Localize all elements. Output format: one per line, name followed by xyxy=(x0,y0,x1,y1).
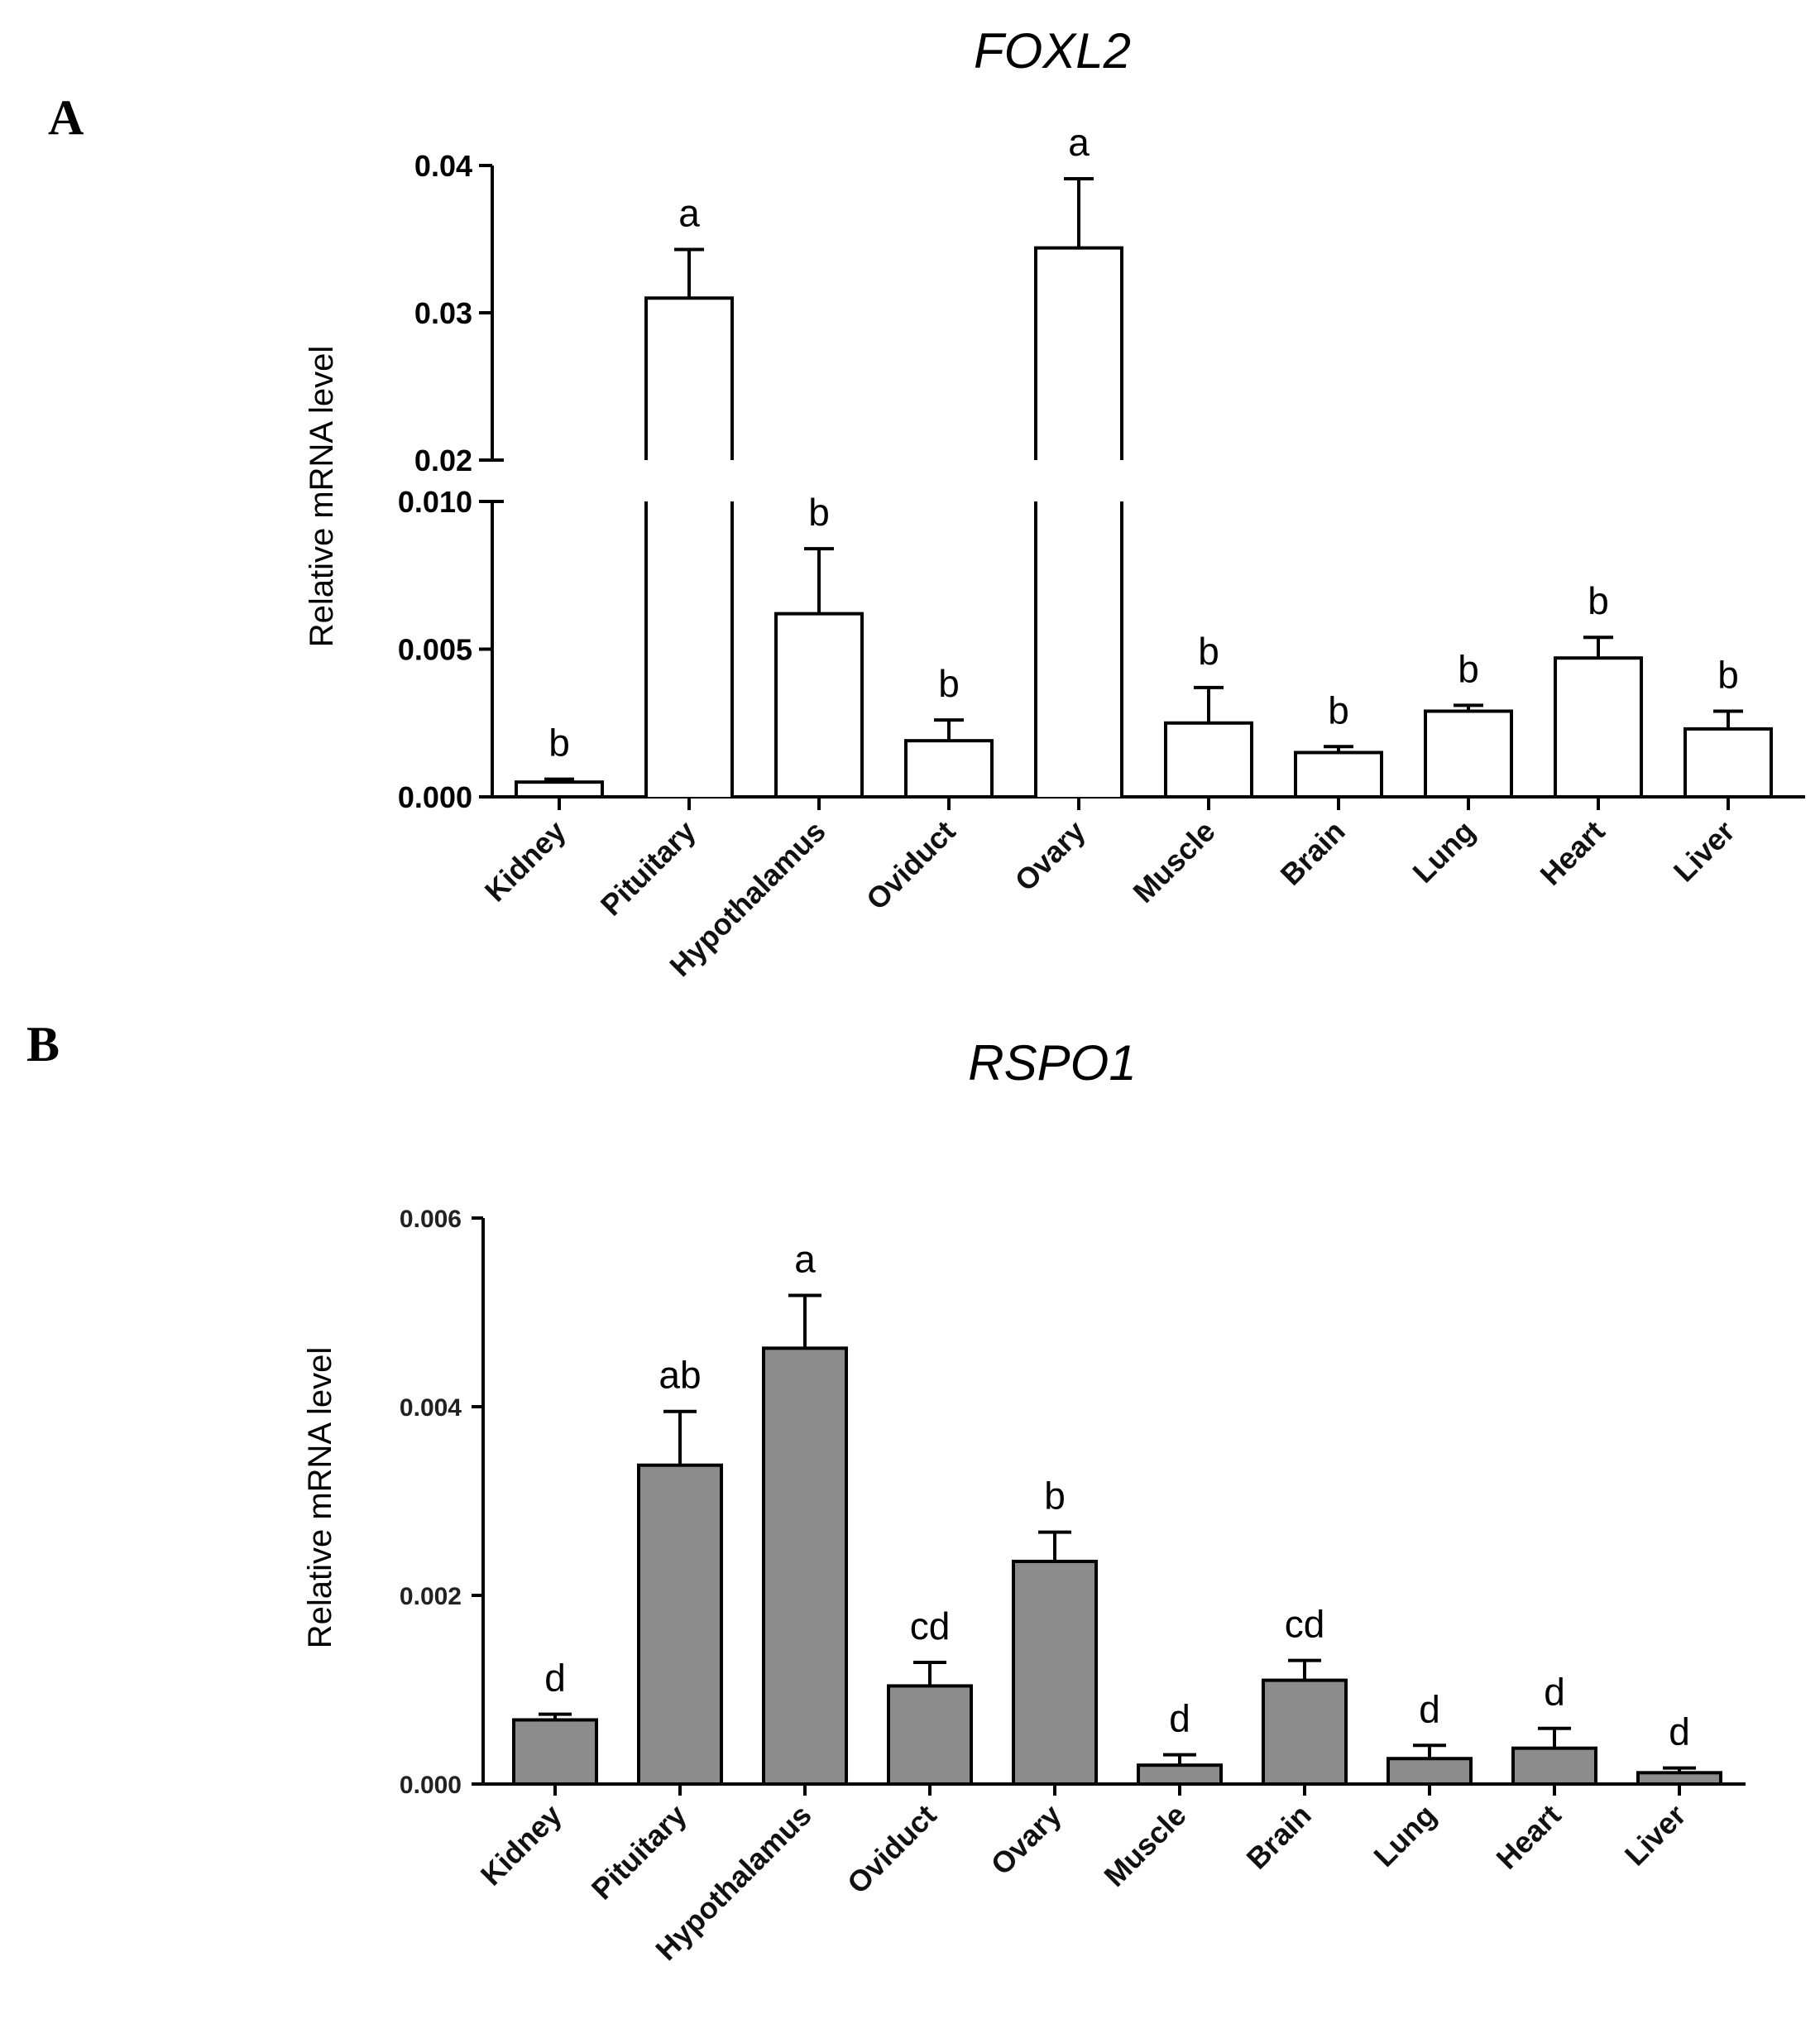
bar-fill xyxy=(646,298,732,797)
bar xyxy=(637,1463,723,1787)
significance-label: d xyxy=(1169,1697,1190,1740)
significance-label: d xyxy=(1544,1671,1565,1714)
x-tick-label: Heart xyxy=(1534,814,1612,892)
significance-label: ab xyxy=(659,1354,701,1397)
x-tick-label: Lung xyxy=(1406,814,1481,890)
y-tick-label: 0.002 xyxy=(400,1583,462,1610)
bar xyxy=(1511,1746,1597,1786)
x-tick-label: Pituitary xyxy=(585,1798,693,1906)
panel-b-title: RSPO1 xyxy=(968,1035,1136,1091)
significance-label: b xyxy=(1328,688,1349,731)
x-tick-label: Kidney xyxy=(478,814,572,909)
x-tick-label: Muscle xyxy=(1097,1798,1192,1893)
bar xyxy=(1012,1559,1098,1786)
bar-fill xyxy=(1036,247,1122,797)
panel-b-letter: B xyxy=(26,1017,60,1072)
x-tick-label: Liver xyxy=(1667,814,1741,889)
significance-label: b xyxy=(808,491,830,534)
x-tick-label: Brain xyxy=(1274,814,1352,892)
bar xyxy=(1554,656,1643,799)
significance-label: a xyxy=(794,1237,816,1280)
bar xyxy=(774,612,864,799)
x-tick-label: Lung xyxy=(1367,1798,1442,1873)
bar xyxy=(1424,709,1513,799)
x-tick-label: Ovary xyxy=(984,1798,1067,1882)
bar xyxy=(904,739,994,799)
x-tick-label: Heart xyxy=(1490,1798,1568,1876)
significance-label: a xyxy=(678,191,700,234)
panel-b-chart: 0.000 0.002 0.004 0.006 Relative mRNA level d… xyxy=(302,1206,1746,1967)
y-axis-title: Relative mRNA level xyxy=(302,1347,338,1649)
bar xyxy=(1387,1757,1473,1786)
significance-label: d xyxy=(544,1657,566,1700)
x-tick-label: Pituitary xyxy=(594,814,702,923)
y-tick-label: 0.000 xyxy=(398,780,472,814)
bar xyxy=(515,780,604,799)
panel-a-title: FOXL2 xyxy=(974,23,1131,79)
x-tick-label: Muscle xyxy=(1126,814,1221,909)
y-tick-label: 0.006 xyxy=(400,1206,462,1233)
bar xyxy=(1164,721,1253,799)
bar xyxy=(1684,727,1773,799)
x-tick-label: Oviduct xyxy=(841,1798,943,1901)
bar xyxy=(1636,1771,1722,1787)
bar xyxy=(887,1684,973,1786)
y-tick-label: 0.000 xyxy=(400,1772,462,1799)
y-tick-label: 0.03 xyxy=(414,296,472,330)
bar xyxy=(1262,1678,1348,1786)
significance-label: d xyxy=(1419,1687,1440,1730)
bar xyxy=(762,1346,848,1786)
y-tick-label: 0.04 xyxy=(414,149,472,183)
significance-label: b xyxy=(548,722,570,765)
bar xyxy=(1294,751,1383,799)
significance-label: d xyxy=(1669,1710,1690,1753)
significance-label: b xyxy=(1717,653,1739,696)
x-tick-label: Oviduct xyxy=(860,814,962,917)
bar xyxy=(1137,1763,1223,1786)
significance-label: b xyxy=(1588,579,1609,622)
y-axis-title: Relative mRNA level xyxy=(304,346,340,648)
significance-label: cd xyxy=(1285,1603,1325,1646)
significance-label: b xyxy=(1458,647,1479,690)
significance-label: b xyxy=(1044,1475,1066,1518)
x-tick-label: Ovary xyxy=(1008,814,1091,898)
panel-a-letter: A xyxy=(48,90,84,145)
panel-a-chart: 0.000 0.005 0.010 0.02 0.03 0.04 Relative mRNA… xyxy=(304,121,1805,983)
significance-label: b xyxy=(938,662,960,705)
y-tick-label: 0.02 xyxy=(414,444,472,477)
x-tick-label: Brain xyxy=(1240,1798,1318,1876)
x-tick-label: Kidney xyxy=(474,1798,568,1892)
y-tick-label: 0.004 xyxy=(400,1394,462,1422)
significance-label: a xyxy=(1068,121,1090,164)
significance-label: b xyxy=(1198,630,1219,673)
x-tick-label: Liver xyxy=(1618,1798,1693,1873)
significance-label: cd xyxy=(910,1604,951,1647)
y-tick-label: 0.005 xyxy=(398,633,472,667)
y-tick-label: 0.010 xyxy=(398,485,472,519)
bar xyxy=(512,1718,598,1786)
